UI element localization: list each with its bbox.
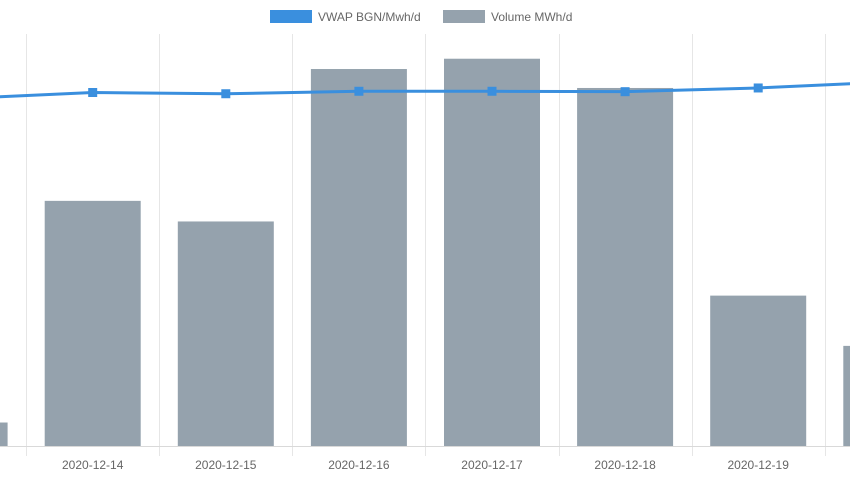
legend-swatch-volume — [443, 10, 485, 23]
vwap-point-2020-12-17[interactable] — [487, 86, 497, 96]
bar-2020-12-18[interactable] — [577, 87, 674, 447]
x-tick-label: 2020-12-18 — [594, 458, 656, 472]
legend-swatch-vwap — [270, 10, 312, 23]
bar-2020-12-19[interactable] — [710, 295, 807, 446]
volume-bars — [0, 58, 850, 447]
x-tick-label: 2020-12-19 — [728, 458, 790, 472]
x-tick-label: 2020-12-17 — [461, 458, 523, 472]
vwap-series-line — [0, 82, 850, 99]
legend[interactable]: VWAP BGN/Mwh/d Volume MWh/d — [270, 10, 572, 24]
vwap-point-2020-12-16[interactable] — [354, 86, 364, 96]
legend-label-vwap: VWAP BGN/Mwh/d — [318, 10, 421, 24]
x-tick-label: 2020-12-15 — [195, 458, 257, 472]
vwap-point-2020-12-18[interactable] — [620, 87, 630, 97]
bar-2020-12-16[interactable] — [310, 69, 407, 447]
x-tick-label: 2020-12-14 — [62, 458, 124, 472]
legend-label-volume: Volume MWh/d — [491, 10, 572, 24]
legend-item-vwap[interactable]: VWAP BGN/Mwh/d — [270, 10, 421, 24]
bar-2020-12-20[interactable] — [843, 345, 850, 446]
vwap-point-2020-12-14[interactable] — [88, 88, 98, 98]
x-axis-ticks: 2020-12-14 2020-12-15 2020-12-16 2020-12-17… — [62, 458, 789, 472]
vwap-point-2020-12-15[interactable] — [221, 89, 231, 99]
grid — [0, 34, 850, 456]
vwap-point-2020-12-19[interactable] — [753, 83, 763, 93]
x-tick-label: 2020-12-16 — [328, 458, 390, 472]
vwap-line — [0, 82, 850, 99]
bar-2020-12-13[interactable] — [0, 422, 8, 446]
bar-2020-12-15[interactable] — [177, 221, 274, 446]
legend-item-volume[interactable]: Volume MWh/d — [443, 10, 572, 24]
bar-2020-12-14[interactable] — [44, 200, 141, 446]
bar-2020-12-17[interactable] — [444, 58, 540, 446]
